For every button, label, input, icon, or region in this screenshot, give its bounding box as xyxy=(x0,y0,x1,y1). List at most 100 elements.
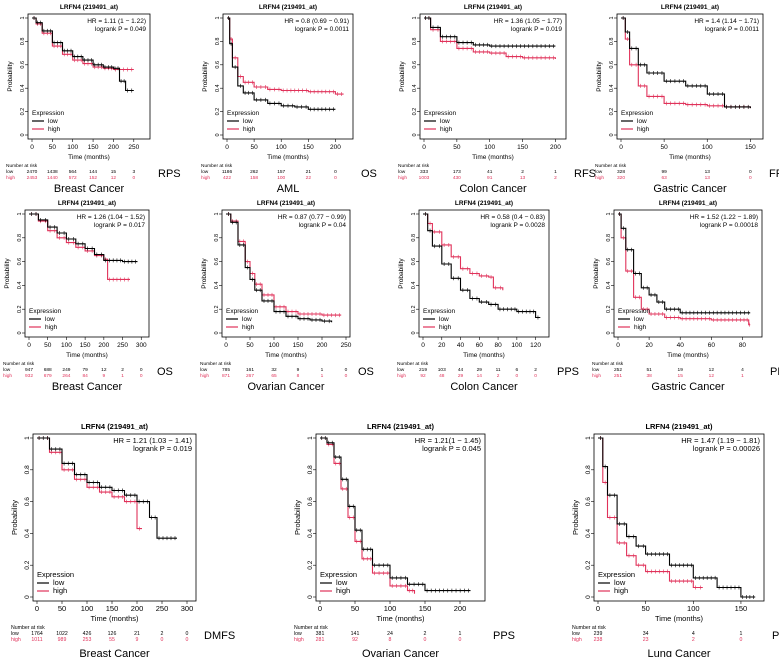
risk-header: Number at risk xyxy=(11,625,45,631)
risk-count: 63 xyxy=(661,175,667,181)
risk-count: 44 xyxy=(458,367,464,373)
y-tick-label: 0 xyxy=(606,331,612,334)
risk-count: 41 xyxy=(487,169,493,175)
risk-count: 173 xyxy=(453,169,461,175)
km-curve-low xyxy=(227,17,336,110)
risk-row-label: high xyxy=(572,637,582,643)
endpoint-label: OS xyxy=(361,168,377,180)
km-curve-high xyxy=(424,17,556,59)
y-tick-label: 0.4 xyxy=(17,282,23,290)
x-axis-label: Time (months) xyxy=(90,614,139,623)
risk-row-label: high xyxy=(201,175,210,181)
y-tick-label: 0.6 xyxy=(609,61,615,69)
risk-count: 0 xyxy=(140,373,143,379)
legend-label-low: low xyxy=(439,316,449,323)
x-tick-label: 80 xyxy=(739,342,747,349)
risk-count: 14 xyxy=(477,373,483,379)
plot-frame xyxy=(616,13,764,140)
y-axis-label: Probability xyxy=(201,258,208,289)
y-tick-label: 0.2 xyxy=(411,305,417,313)
x-tick-label: 0 xyxy=(27,342,31,349)
y-tick-label: 1 xyxy=(20,16,26,19)
x-tick-label: 250 xyxy=(341,342,352,349)
risk-count: 21 xyxy=(306,169,312,175)
y-tick-label: 0.2 xyxy=(24,560,31,569)
risk-count: 1440 xyxy=(47,175,58,181)
x-tick-label: 100 xyxy=(276,144,287,151)
y-tick-label: 0.8 xyxy=(609,38,615,46)
risk-count: 0 xyxy=(534,373,537,379)
x-tick-label: 50 xyxy=(58,604,66,613)
y-tick-label: 1 xyxy=(412,16,418,19)
risk-row-label: high xyxy=(3,373,12,379)
risk-count: 251 xyxy=(614,373,622,379)
risk-count: 1 xyxy=(739,631,742,637)
x-tick-label: 0 xyxy=(422,144,426,151)
risk-row-label: low xyxy=(11,631,19,637)
endpoint-label: PPS xyxy=(772,630,779,642)
km-curve-low xyxy=(32,17,134,92)
risk-count: 2 xyxy=(161,631,164,637)
x-axis-label: Time (months) xyxy=(267,154,309,161)
risk-count: 252 xyxy=(614,367,622,373)
cancer-name: Breast Cancer xyxy=(52,381,123,393)
legend-label-high: high xyxy=(243,126,256,133)
km-curve-high xyxy=(423,213,504,291)
risk-count: 0 xyxy=(186,637,189,643)
km-curve-low xyxy=(423,213,541,319)
risk-count: 989 xyxy=(58,637,67,643)
x-tick-label: 250 xyxy=(117,342,128,349)
risk-count: 422 xyxy=(223,175,231,181)
risk-header: Number at risk xyxy=(595,163,627,169)
x-tick-label: 150 xyxy=(303,144,314,151)
risk-count: 144 xyxy=(89,169,97,175)
risk-row-label: high xyxy=(398,175,407,181)
x-tick-label: 250 xyxy=(156,604,169,613)
risk-count: 84 xyxy=(82,373,88,379)
risk-count: 24 xyxy=(387,631,393,637)
y-tick-label: 0 xyxy=(215,133,221,136)
y-tick-label: 0.8 xyxy=(307,465,314,474)
risk-header: Number at risk xyxy=(201,163,233,169)
y-tick-label: 0.6 xyxy=(307,497,314,506)
plot-frame xyxy=(593,433,765,602)
risk-count: 0 xyxy=(161,637,164,643)
x-tick-label: 50 xyxy=(246,342,254,349)
y-tick-label: 0.4 xyxy=(585,529,592,538)
endpoint-label: RFS xyxy=(574,168,596,180)
x-tick-label: 0 xyxy=(35,604,39,613)
x-tick-label: 100 xyxy=(702,144,713,151)
hazard-ratio: HR = 1.36 (1.05 − 1.77) xyxy=(494,18,562,25)
risk-count: 0 xyxy=(132,175,135,181)
endpoint-label: PPS xyxy=(493,630,515,642)
y-tick-label: 0.6 xyxy=(606,258,612,266)
x-tick-label: 0 xyxy=(318,604,322,613)
y-tick-label: 1 xyxy=(585,436,592,440)
km-curve-low xyxy=(226,213,333,323)
y-tick-label: 0.8 xyxy=(24,465,31,474)
y-tick-label: 0.6 xyxy=(215,61,221,69)
risk-count: 99 xyxy=(661,169,667,175)
x-tick-label: 100 xyxy=(511,342,522,349)
km-curve-low xyxy=(621,17,751,109)
y-tick-label: 1 xyxy=(411,212,417,215)
y-axis-label: Probability xyxy=(10,500,19,535)
risk-count: 15 xyxy=(678,373,684,379)
risk-count: 9 xyxy=(103,373,106,379)
cancer-name: Breast Cancer xyxy=(79,648,150,657)
legend-title: Expression xyxy=(424,110,457,117)
km-panel-p4: LRFN4 (219491_at) 0 0.2 0.4 0.6 0.8 1 Probabili… xyxy=(595,4,779,195)
risk-count: 65 xyxy=(271,373,277,379)
x-tick-label: 0 xyxy=(224,342,228,349)
risk-count: 103 xyxy=(438,367,446,373)
y-tick-label: 0.6 xyxy=(20,61,26,69)
risk-count: 947 xyxy=(25,367,33,373)
risk-count: 92 xyxy=(420,373,426,379)
x-tick-label: 20 xyxy=(438,342,446,349)
x-tick-label: 300 xyxy=(181,604,194,613)
plot-frame xyxy=(419,13,567,140)
x-tick-label: 0 xyxy=(619,144,623,151)
risk-row-label: low xyxy=(6,169,14,175)
risk-count: 141 xyxy=(351,631,360,637)
